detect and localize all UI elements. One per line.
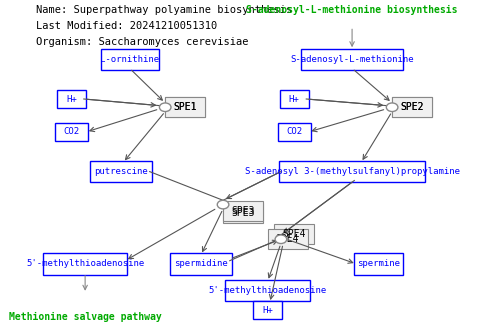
Text: Methionine salvage pathway: Methionine salvage pathway [9, 312, 161, 322]
FancyBboxPatch shape [253, 301, 282, 319]
Text: L-ornithine: L-ornithine [100, 55, 159, 64]
Text: CO2: CO2 [286, 127, 302, 137]
FancyBboxPatch shape [90, 161, 152, 182]
Text: spermine: spermine [357, 259, 400, 269]
Text: Last Modified: 20241210051310: Last Modified: 20241210051310 [36, 21, 217, 31]
Circle shape [217, 200, 229, 209]
FancyBboxPatch shape [169, 253, 232, 275]
FancyBboxPatch shape [279, 161, 425, 182]
FancyBboxPatch shape [43, 253, 127, 275]
Text: Organism: Saccharomyces cerevisiae: Organism: Saccharomyces cerevisiae [36, 37, 249, 47]
FancyBboxPatch shape [165, 97, 205, 117]
FancyBboxPatch shape [55, 123, 88, 141]
Text: SPE2: SPE2 [400, 102, 424, 112]
Circle shape [386, 103, 398, 112]
Text: H+: H+ [262, 306, 273, 315]
Text: SPE2: SPE2 [400, 102, 424, 112]
FancyBboxPatch shape [225, 280, 310, 301]
FancyBboxPatch shape [223, 203, 263, 223]
FancyBboxPatch shape [392, 97, 432, 117]
FancyBboxPatch shape [165, 97, 205, 117]
Text: S-adenosyl-L-methionine biosynthesis: S-adenosyl-L-methionine biosynthesis [246, 5, 458, 15]
FancyBboxPatch shape [101, 49, 158, 70]
FancyBboxPatch shape [57, 90, 86, 108]
Circle shape [159, 103, 171, 112]
FancyBboxPatch shape [223, 201, 263, 221]
Text: S-adenosyl 3-(methylsulfanyl)propylamine: S-adenosyl 3-(methylsulfanyl)propylamine [245, 167, 459, 176]
Text: 5'-methylthioadenosine: 5'-methylthioadenosine [26, 259, 144, 269]
Text: SPE3: SPE3 [231, 206, 255, 216]
FancyBboxPatch shape [274, 224, 314, 244]
Text: S-adenosyl-L-methionine: S-adenosyl-L-methionine [290, 55, 414, 64]
Text: Name: Superpathway polyamine biosynthesis: Name: Superpathway polyamine biosynthesi… [36, 5, 292, 15]
FancyBboxPatch shape [301, 49, 403, 70]
Text: H+: H+ [289, 94, 300, 104]
FancyBboxPatch shape [354, 253, 403, 275]
Text: SPE3: SPE3 [231, 208, 255, 218]
Text: SPE4: SPE4 [283, 229, 306, 239]
Text: SPE4: SPE4 [276, 234, 300, 244]
Text: SPE1: SPE1 [173, 102, 197, 112]
Text: SPE1: SPE1 [173, 102, 197, 112]
Circle shape [275, 235, 287, 244]
FancyBboxPatch shape [267, 229, 308, 249]
FancyBboxPatch shape [280, 90, 309, 108]
Text: spermidine: spermidine [174, 259, 228, 269]
FancyBboxPatch shape [392, 97, 432, 117]
Text: putrescine: putrescine [94, 167, 147, 176]
Text: 5'-methylthioadenosine: 5'-methylthioadenosine [208, 286, 327, 295]
Text: H+: H+ [66, 94, 77, 104]
Text: CO2: CO2 [64, 127, 80, 137]
FancyBboxPatch shape [277, 123, 311, 141]
